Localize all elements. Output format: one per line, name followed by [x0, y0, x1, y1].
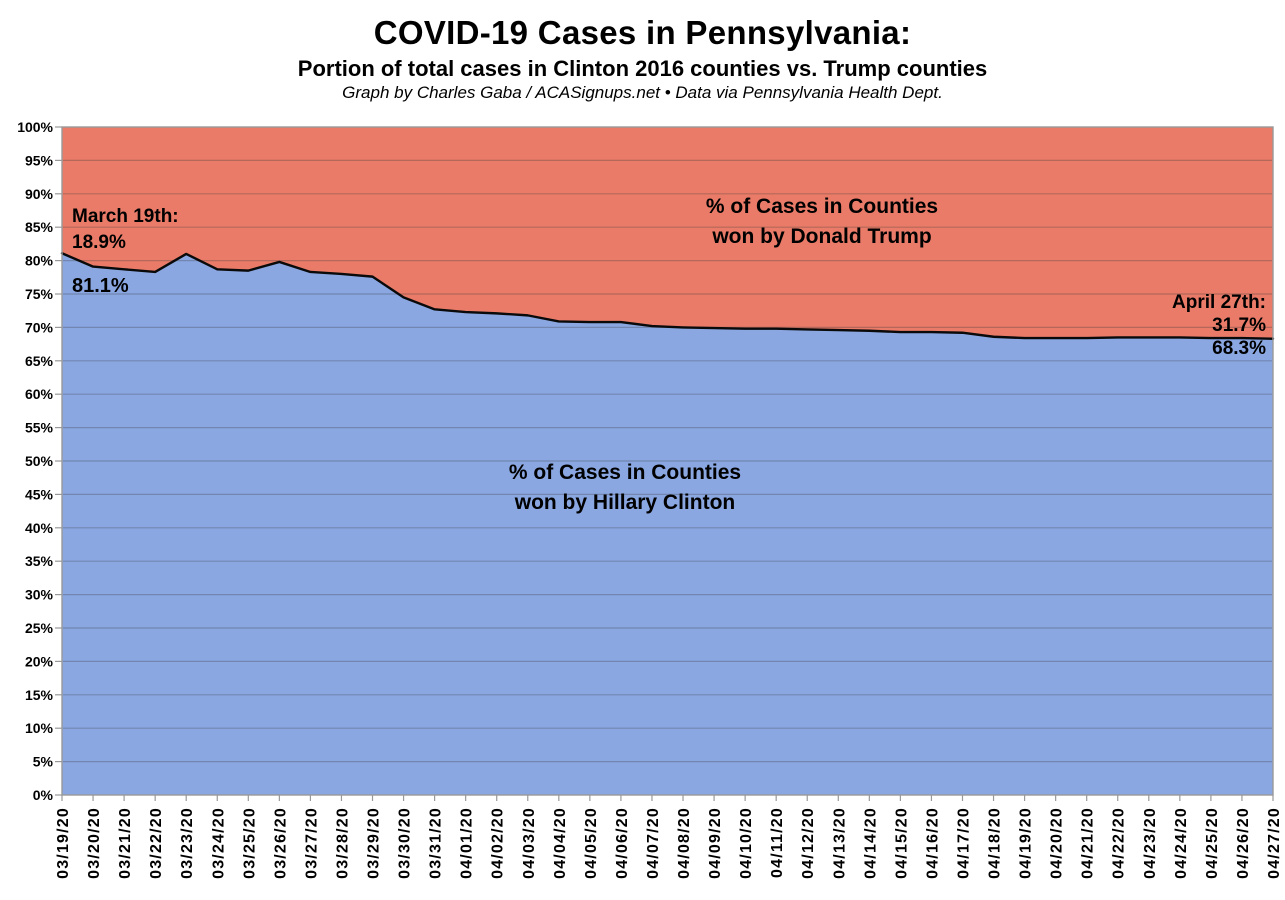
x-tick-label: 03/20/20: [86, 807, 103, 879]
x-tick-label: 04/08/20: [676, 807, 693, 879]
x-tick-label: 03/21/20: [117, 807, 134, 879]
y-tick-label: 65%: [25, 353, 54, 369]
x-tick-label: 04/25/20: [1204, 807, 1221, 879]
annotation-march-19: March 19th: 18.9%: [72, 204, 179, 256]
x-tick-label: 04/21/20: [1080, 807, 1097, 879]
attribution-text: Graph by Charles Gaba / ACASignups.net •…: [342, 83, 943, 102]
page-title: COVID-19 Cases in Pennsylvania:: [373, 14, 912, 51]
y-tick-label: 75%: [25, 286, 54, 302]
annotation-march-19-trump-value: 18.9%: [72, 232, 126, 253]
clinton-area: [62, 253, 1273, 795]
clinton-area-label: % of Cases in Counties won by Hillary Cl…: [425, 458, 825, 518]
x-tick-label: 04/11/20: [769, 807, 786, 878]
y-tick-label: 10%: [25, 720, 54, 736]
x-tick-label: 04/18/20: [987, 807, 1004, 879]
y-tick-label: 40%: [25, 520, 54, 536]
trump-area-label: % of Cases in Counties won by Donald Tru…: [622, 192, 1022, 252]
x-tick-label: 04/03/20: [521, 807, 538, 879]
annotation-march-19-label: March 19th:: [72, 206, 179, 227]
x-tick-label: 04/04/20: [552, 807, 569, 879]
x-tick-label: 04/09/20: [707, 807, 724, 879]
trump-area: [62, 127, 1273, 339]
page-subtitle: Portion of total cases in Clinton 2016 c…: [297, 56, 988, 81]
x-tick-label: 03/27/20: [303, 807, 320, 879]
x-tick-label: 04/02/20: [490, 807, 507, 879]
x-tick-label: 04/26/20: [1235, 807, 1252, 879]
x-tick-label: 04/22/20: [1111, 807, 1128, 879]
x-tick-label: 04/15/20: [893, 807, 910, 879]
x-tick-label: 04/10/20: [738, 807, 755, 879]
annotation-march-19-clinton-value: 81.1%: [72, 275, 129, 297]
x-tick-label: 03/30/20: [397, 807, 414, 879]
x-tick-label: 04/20/20: [1049, 807, 1066, 879]
x-tick-label: 03/26/20: [272, 807, 289, 879]
x-tick-label: 04/12/20: [800, 807, 817, 879]
x-tick-label: 03/22/20: [148, 807, 165, 879]
x-tick-label: 03/31/20: [428, 807, 445, 879]
x-tick-label: 03/28/20: [334, 807, 351, 879]
x-tick-label: 03/19/20: [55, 807, 72, 879]
annotation-april-27-label: April 27th:: [1172, 292, 1266, 313]
boundary-line: [60, 252, 1275, 340]
x-tick-label: 04/05/20: [583, 807, 600, 879]
y-tick-label: 35%: [25, 553, 54, 569]
clinton-area-label-line1: % of Cases in Counties: [508, 461, 742, 484]
y-tick-label: 15%: [25, 687, 54, 703]
trump-area-label-line2: won by Donald Trump: [712, 225, 932, 248]
y-tick-label: 5%: [33, 754, 54, 770]
clinton-area-label-line2: won by Hillary Clinton: [514, 491, 736, 514]
y-tick-label: 85%: [25, 219, 54, 235]
y-tick-label: 20%: [25, 653, 54, 669]
y-tick-label: 100%: [17, 119, 53, 135]
x-tick-label: 04/01/20: [459, 807, 476, 879]
x-tick-label: 03/24/20: [210, 807, 227, 879]
y-tick-label: 50%: [25, 453, 54, 469]
x-tick-label: 04/06/20: [614, 807, 631, 879]
x-tick-label: 04/14/20: [862, 807, 879, 879]
x-tick-label: 04/16/20: [924, 807, 941, 879]
annotation-april-27: April 27th: 31.7% 68.3%: [1172, 291, 1266, 360]
x-tick-label: 04/24/20: [1173, 807, 1190, 879]
x-tick-label: 04/13/20: [831, 807, 848, 879]
y-tick-label: 60%: [25, 386, 54, 402]
x-tick-label: 04/19/20: [1018, 807, 1035, 879]
y-tick-label: 45%: [25, 486, 54, 502]
y-tick-label: 25%: [25, 620, 54, 636]
x-tick-label: 03/23/20: [179, 807, 196, 879]
annotation-april-27-clinton-value: 68.3%: [1212, 338, 1266, 359]
y-tick-label: 95%: [25, 152, 54, 168]
trump-area-label-line1: % of Cases in Counties: [705, 195, 939, 218]
y-tick-label: 70%: [25, 319, 54, 335]
x-tick-label: 04/23/20: [1142, 807, 1159, 879]
y-tick-label: 30%: [25, 587, 54, 603]
y-tick-label: 0%: [33, 787, 54, 803]
annotation-april-27-trump-value: 31.7%: [1212, 315, 1266, 336]
y-tick-label: 80%: [25, 253, 54, 269]
y-tick-label: 55%: [25, 420, 54, 436]
x-tick-label: 04/17/20: [955, 807, 972, 879]
x-tick-label: 03/25/20: [241, 807, 258, 879]
y-tick-label: 90%: [25, 186, 54, 202]
x-tick-label: 04/07/20: [645, 807, 662, 879]
x-tick-label: 03/29/20: [366, 807, 383, 879]
x-tick-label: 04/27/20: [1266, 807, 1283, 879]
